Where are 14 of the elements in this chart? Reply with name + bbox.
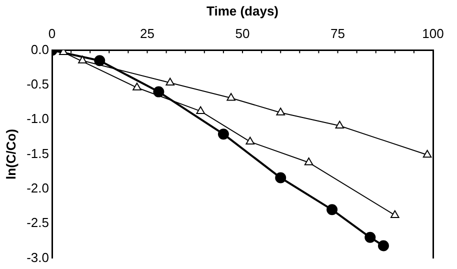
y-tick-label: -1.5: [26, 146, 49, 161]
x-tick-label: 75: [330, 26, 345, 41]
x-axis-title: Time (days): [206, 3, 279, 18]
x-tick-label: 0: [48, 26, 56, 41]
y-tick-label: -0.5: [26, 76, 49, 92]
x-tick-label: 25: [140, 26, 154, 41]
y-axis-title: ln(C/Co): [3, 128, 18, 180]
y-tick-label: -2.0: [26, 180, 49, 196]
x-tick-label: 100: [422, 26, 444, 41]
y-tick-label: -1.0: [26, 111, 49, 126]
y-tick-label: -2.5: [26, 215, 49, 230]
x-tick-label: 50: [235, 26, 250, 41]
y-tick-label: 0.0: [30, 42, 49, 57]
y-tick-label: -3.0: [26, 250, 49, 265]
